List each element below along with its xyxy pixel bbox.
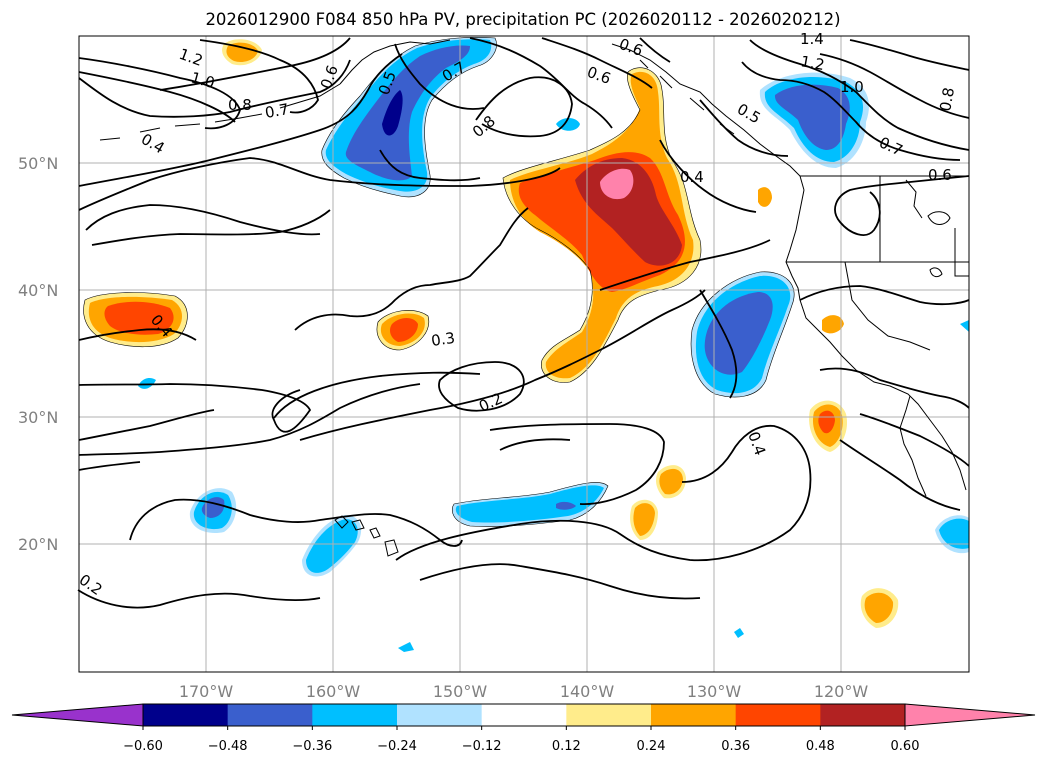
colorbar-extend-high — [904, 703, 1036, 727]
colorbar-tick-label: 0.60 — [891, 739, 920, 754]
lon-label: 120°W — [814, 682, 869, 701]
colorbar-swatch — [481, 704, 567, 726]
pv-contours — [77, 37, 970, 609]
contour-label: 0.6 — [928, 166, 952, 184]
lon-label: 170°W — [179, 682, 234, 701]
colorbar-tick-label: 0.36 — [721, 739, 750, 754]
lon-label: 150°W — [433, 682, 488, 701]
chart-title: 2026012900 F084 850 hPa PV, precipitatio… — [205, 10, 840, 29]
colorbar-extend-low — [11, 703, 144, 727]
lat-label: 50°N — [18, 154, 58, 173]
contour-label: 1.2 — [799, 52, 826, 74]
colorbar-tick-label: 0.48 — [806, 739, 835, 754]
lon-label: 140°W — [560, 682, 615, 701]
map-panel: 1.2 1.0 0.8 0.7 0.6 0.5 0.4 0.6 0.7 0.8 … — [76, 30, 970, 673]
contour-label: 1.4 — [800, 30, 824, 48]
colorbar-tick-label: −0.12 — [462, 739, 502, 754]
contour-label: 0.8 — [228, 96, 252, 114]
precip-shading-negative — [138, 37, 969, 652]
colorbar-swatch — [820, 704, 906, 726]
contour-label: 0.4 — [680, 168, 704, 186]
colorbar-swatch — [227, 704, 313, 726]
precip-shading-positive — [83, 39, 899, 628]
colorbar-tick-label: −0.24 — [377, 739, 417, 754]
longitude-labels: 170°W 160°W 150°W 140°W 130°W 120°W — [179, 682, 869, 701]
latitude-labels: 50°N 40°N 30°N 20°N — [18, 154, 58, 554]
lon-label: 130°W — [687, 682, 742, 701]
colorbar-tick-label: −0.60 — [123, 739, 163, 754]
colorbar-swatch — [566, 704, 652, 726]
lat-label: 30°N — [18, 408, 58, 427]
contour-label: 0.3 — [430, 329, 456, 350]
contour-label: 1.0 — [189, 68, 217, 92]
lon-label: 160°W — [306, 682, 361, 701]
colorbar-swatch — [312, 704, 398, 726]
colorbar-swatch — [651, 704, 737, 726]
colorbar-swatch — [397, 704, 483, 726]
colorbar-tick-label: 0.12 — [552, 739, 581, 754]
lat-label: 40°N — [18, 281, 58, 300]
contour-label: 1.0 — [840, 78, 864, 96]
contour-label: 0.8 — [936, 86, 958, 113]
colorbar-tick-label: −0.36 — [292, 739, 332, 754]
colorbar-tick-label: −0.48 — [208, 739, 248, 754]
colorbar-swatch — [735, 704, 821, 726]
colorbar-tick-label: 0.24 — [637, 739, 666, 754]
contour-label: 0.7 — [264, 100, 291, 122]
coastlines — [99, 39, 969, 557]
colorbar-frame — [142, 703, 906, 727]
lat-label: 20°N — [18, 535, 58, 554]
colorbar: −0.60 −0.48 −0.36 −0.24 −0.12 0.12 0.24 … — [11, 703, 1036, 754]
graticule — [79, 36, 969, 672]
colorbar-swatch — [143, 704, 229, 726]
map-frame — [78, 35, 970, 673]
